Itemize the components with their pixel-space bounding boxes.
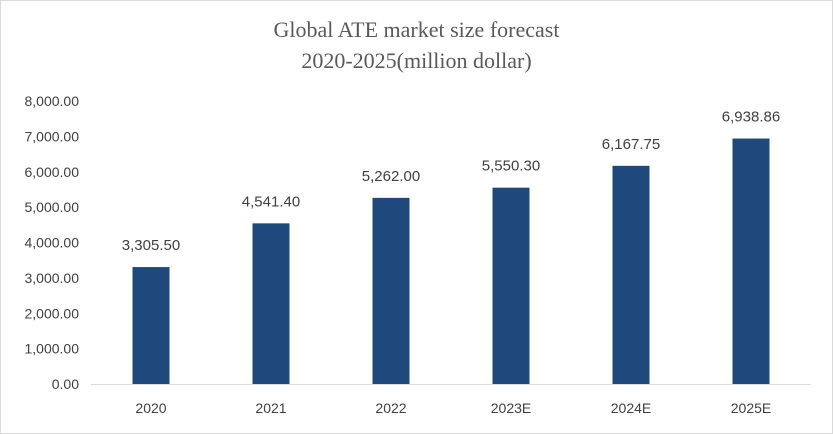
y-tick-label: 0.00 xyxy=(52,376,79,392)
x-tick-label: 2022 xyxy=(375,400,406,416)
y-tick-label: 7,000.00 xyxy=(25,128,80,144)
data-label: 4,541.40 xyxy=(242,193,300,210)
y-axis: 0.00 1,000.00 2,000.00 3,000.00 4,000.00 5,00… xyxy=(25,93,80,392)
y-tick-label: 5,000.00 xyxy=(25,199,80,215)
x-tick-label: 2023E xyxy=(491,400,531,416)
bar-2022 xyxy=(372,197,410,384)
y-tick-label: 2,000.00 xyxy=(25,305,80,321)
x-tick-label: 2024E xyxy=(611,400,651,416)
data-label: 5,550.30 xyxy=(482,158,540,175)
chart-title: Global ATE market size forecast xyxy=(273,17,560,42)
chart-subtitle: 2020-2025(million dollar) xyxy=(301,48,532,73)
y-tick-label: 3,000.00 xyxy=(25,270,80,286)
data-labels: 3,305.50 4,541.40 5,262.00 5,550.30 6,167.75… xyxy=(122,109,780,255)
bars xyxy=(132,138,770,384)
x-tick-label: 2020 xyxy=(135,400,166,416)
bar-2023e xyxy=(492,187,530,384)
data-label: 5,262.00 xyxy=(362,168,420,185)
bar-2025e xyxy=(732,138,770,384)
bar-2021 xyxy=(252,223,290,384)
data-label: 6,938.86 xyxy=(722,109,780,126)
data-label: 6,167.75 xyxy=(602,136,660,153)
y-tick-label: 8,000.00 xyxy=(25,93,80,109)
x-tick-label: 2021 xyxy=(255,400,286,416)
bar-2020 xyxy=(132,267,170,384)
data-label: 3,305.50 xyxy=(122,237,180,254)
y-tick-label: 1,000.00 xyxy=(25,341,80,357)
y-tick-label: 4,000.00 xyxy=(25,235,80,251)
bar-2024e xyxy=(612,165,650,384)
chart-title-block: Global ATE market size forecast 2020-202… xyxy=(0,14,833,76)
x-axis: 2020 2021 2022 2023E 2024E 2025E xyxy=(91,384,811,416)
x-tick-label: 2025E xyxy=(731,400,771,416)
y-tick-label: 6,000.00 xyxy=(25,164,80,180)
